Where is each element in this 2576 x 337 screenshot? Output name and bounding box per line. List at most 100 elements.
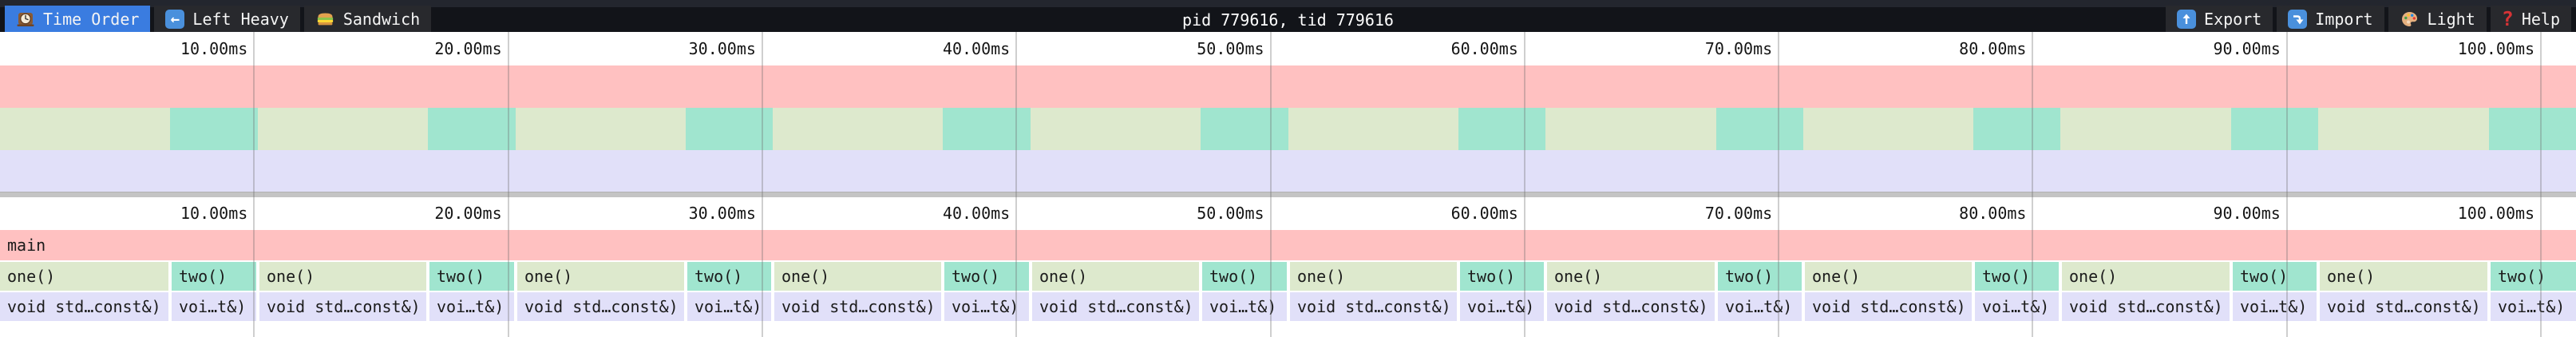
ruler-tick-label: 80.00ms: [1959, 204, 2027, 223]
ruler-tick-label: 60.00ms: [1450, 39, 1518, 58]
minimap-band-main: [0, 65, 2576, 108]
frame-two-child[interactable]: voi…t&): [1202, 292, 1287, 321]
frame-one-child[interactable]: void std…const&): [517, 292, 684, 321]
ruler-tick-label: 30.00ms: [688, 204, 756, 223]
minimap-band-depth2: [0, 150, 2576, 192]
frame-two-child[interactable]: voi…t&): [2491, 292, 2576, 321]
ruler-tick-label: 70.00ms: [1704, 204, 1773, 223]
frame-two[interactable]: two(): [1460, 262, 1544, 291]
action-label: Help: [2521, 9, 2560, 29]
sandwich-icon: [317, 13, 333, 25]
ruler-tick-label: 10.00ms: [180, 204, 248, 223]
ruler-tick-label: 10.00ms: [180, 39, 248, 58]
frame-two-child[interactable]: voi…t&): [429, 292, 514, 321]
ruler-tick-label: 40.00ms: [942, 39, 1011, 58]
frame-one[interactable]: one(): [774, 262, 941, 291]
tab-sandwich[interactable]: Sandwich: [303, 6, 432, 32]
flamechart-ruler[interactable]: 10.00ms 20.00ms 30.00ms 40.00ms 50.00ms 60.00…: [0, 197, 2576, 229]
frame-one-child[interactable]: void std…const&): [0, 292, 168, 321]
frame-one[interactable]: one(): [2062, 262, 2230, 291]
ruler-tick-label: 40.00ms: [942, 204, 1011, 223]
frame-two[interactable]: two(): [1202, 262, 1287, 291]
frame-two[interactable]: two(): [172, 262, 256, 291]
minimap-two-segment: [428, 108, 516, 150]
frame-two[interactable]: two(): [1718, 262, 1802, 291]
import-button[interactable]: Import: [2277, 6, 2384, 32]
minimap[interactable]: [0, 65, 2576, 192]
minimap-two-segment: [2231, 108, 2318, 150]
frame-one-child[interactable]: void std…const&): [259, 292, 426, 321]
frame-one[interactable]: one(): [1290, 262, 1457, 291]
frame-one-child[interactable]: void std…const&): [1805, 292, 1972, 321]
ruler-tick-label: 20.00ms: [434, 39, 502, 58]
export-button[interactable]: Export: [2166, 6, 2273, 32]
frame-two[interactable]: two(): [429, 262, 514, 291]
frame-main[interactable]: main: [0, 230, 2576, 260]
frame-one-child[interactable]: void std…const&): [2062, 292, 2230, 321]
minimap-two-segment: [1201, 108, 1288, 150]
frame-two-child[interactable]: voi…t&): [172, 292, 256, 321]
frame-one-child[interactable]: void std…const&): [1547, 292, 1715, 321]
left-arrow-icon: ←: [165, 9, 185, 29]
help-button[interactable]: ? Help: [2490, 6, 2571, 32]
action-label: Export: [2204, 9, 2262, 29]
frame-one[interactable]: one(): [0, 262, 168, 291]
ruler-tick-label: 20.00ms: [434, 204, 502, 223]
minimap-band-depth1: [0, 108, 2576, 150]
frame-one-child[interactable]: void std…const&): [2320, 292, 2487, 321]
action-buttons: Export Import Light ?: [2166, 6, 2571, 32]
frame-two-child[interactable]: voi…t&): [687, 292, 771, 321]
minimap-two-segment: [943, 108, 1031, 150]
toolbar: Time Order ← Left Heavy Sandwich pid 779…: [0, 0, 2576, 32]
tab-label: Time Order: [43, 9, 140, 29]
ruler-tick-label: 100.00ms: [2457, 39, 2535, 58]
frame-two-child[interactable]: voi…t&): [1460, 292, 1544, 321]
ruler-tick-label: 80.00ms: [1959, 39, 2027, 58]
frame-two[interactable]: two(): [1975, 262, 2059, 291]
ruler-tick-label: 50.00ms: [1197, 39, 1264, 58]
frame-two-child[interactable]: voi…t&): [944, 292, 1029, 321]
action-label: Import: [2315, 9, 2373, 29]
frame-one-child[interactable]: void std…const&): [774, 292, 941, 321]
flamechart[interactable]: main one() two() one() two() one() two() one()…: [0, 229, 2576, 337]
frame-one[interactable]: one(): [1805, 262, 1972, 291]
frame-one[interactable]: one(): [1547, 262, 1715, 291]
minimap-ruler[interactable]: 10.00ms 20.00ms 30.00ms 40.00ms 50.00ms 60.00…: [0, 32, 2576, 65]
flame-row-depth1: one() two() one() two() one() two() one() two()…: [0, 262, 2576, 291]
tab-left-heavy[interactable]: ← Left Heavy: [154, 6, 300, 32]
flame-row-depth2: void std…const&) voi…t&) void std…const&) v…: [0, 292, 2576, 321]
minimap-two-segment: [686, 108, 773, 150]
view-tabs: Time Order ← Left Heavy Sandwich: [5, 6, 432, 32]
ruler-tick-label: 70.00ms: [1704, 39, 1773, 58]
minimap-separator: [0, 192, 2576, 197]
frame-one-child[interactable]: void std…const&): [1290, 292, 1457, 321]
frame-one[interactable]: one(): [1032, 262, 1199, 291]
ruler-tick-label: 50.00ms: [1197, 204, 1264, 223]
minimap-two-segment: [2489, 108, 2576, 150]
frame-two[interactable]: two(): [944, 262, 1029, 291]
minimap-two-segment: [170, 108, 258, 150]
ruler-tick-label: 60.00ms: [1450, 204, 1518, 223]
frame-one[interactable]: one(): [2320, 262, 2487, 291]
ruler-tick-label: 100.00ms: [2457, 204, 2535, 223]
frame-one[interactable]: one(): [259, 262, 426, 291]
theme-toggle-button[interactable]: Light: [2388, 6, 2487, 32]
export-icon: [2177, 9, 2197, 29]
frame-one[interactable]: one(): [517, 262, 684, 291]
frame-two[interactable]: two(): [687, 262, 771, 291]
frame-two[interactable]: two(): [2491, 262, 2576, 291]
tab-time-order[interactable]: Time Order: [5, 6, 151, 32]
help-icon: ?: [2501, 7, 2514, 30]
frame-two-child[interactable]: voi…t&): [1718, 292, 1802, 321]
frame-one-child[interactable]: void std…const&): [1032, 292, 1199, 321]
ruler-tick-label: 30.00ms: [688, 39, 756, 58]
ruler-tick-label: 90.00ms: [2213, 204, 2281, 223]
frame-two-child[interactable]: voi…t&): [2233, 292, 2317, 321]
import-icon: [2288, 9, 2308, 29]
clock-icon: [17, 12, 34, 26]
profile-title: pid 779616, tid 779616: [1182, 10, 1394, 30]
frame-two[interactable]: two(): [2233, 262, 2317, 291]
minimap-two-segment: [1716, 108, 1803, 150]
frame-two-child[interactable]: voi…t&): [1975, 292, 2059, 321]
